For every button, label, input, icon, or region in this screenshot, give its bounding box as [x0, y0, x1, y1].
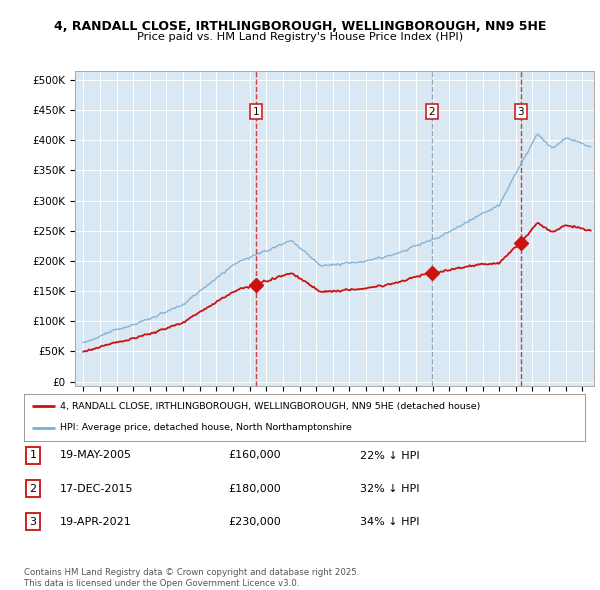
Text: £160,000: £160,000	[228, 451, 281, 460]
Text: 2: 2	[29, 484, 37, 493]
Text: 4, RANDALL CLOSE, IRTHLINGBOROUGH, WELLINGBOROUGH, NN9 5HE (detached house): 4, RANDALL CLOSE, IRTHLINGBOROUGH, WELLI…	[61, 402, 481, 411]
Text: 17-DEC-2015: 17-DEC-2015	[60, 484, 133, 493]
Text: HPI: Average price, detached house, North Northamptonshire: HPI: Average price, detached house, Nort…	[61, 424, 352, 432]
Text: 32% ↓ HPI: 32% ↓ HPI	[360, 484, 419, 493]
Text: Contains HM Land Registry data © Crown copyright and database right 2025.
This d: Contains HM Land Registry data © Crown c…	[24, 568, 359, 588]
Text: 3: 3	[29, 517, 37, 526]
Text: £180,000: £180,000	[228, 484, 281, 493]
Text: 34% ↓ HPI: 34% ↓ HPI	[360, 517, 419, 526]
Text: 1: 1	[253, 107, 259, 117]
Text: 19-APR-2021: 19-APR-2021	[60, 517, 132, 526]
Text: 1: 1	[29, 451, 37, 460]
Text: Price paid vs. HM Land Registry's House Price Index (HPI): Price paid vs. HM Land Registry's House …	[137, 32, 463, 42]
Text: 22% ↓ HPI: 22% ↓ HPI	[360, 451, 419, 460]
Text: 19-MAY-2005: 19-MAY-2005	[60, 451, 132, 460]
Text: £230,000: £230,000	[228, 517, 281, 526]
Text: 3: 3	[517, 107, 524, 117]
Text: 4, RANDALL CLOSE, IRTHLINGBOROUGH, WELLINGBOROUGH, NN9 5HE: 4, RANDALL CLOSE, IRTHLINGBOROUGH, WELLI…	[54, 20, 546, 33]
Text: 2: 2	[428, 107, 435, 117]
